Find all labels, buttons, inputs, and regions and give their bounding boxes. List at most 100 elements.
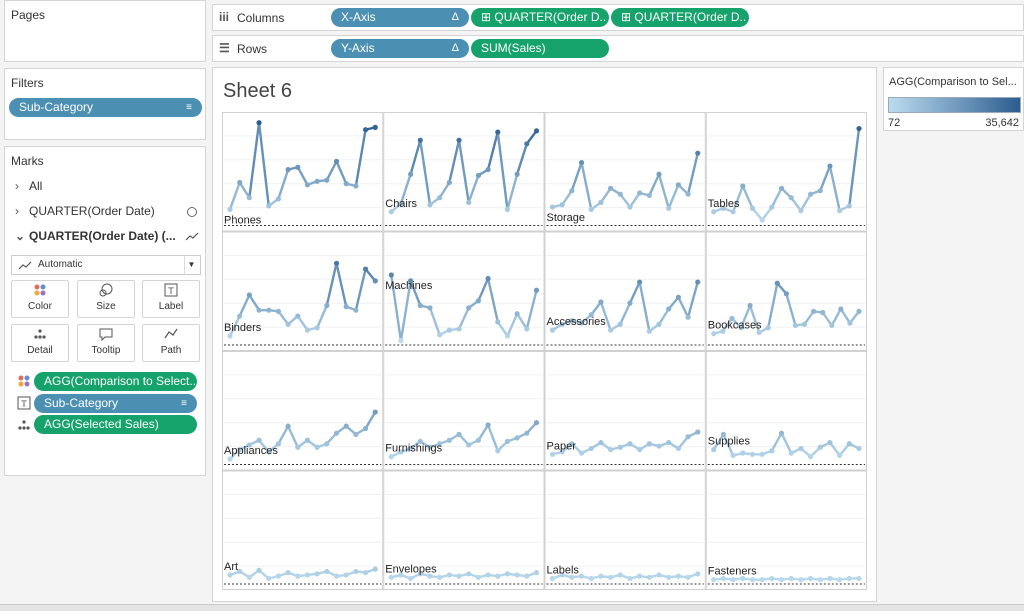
data-point[interactable] (759, 217, 765, 223)
data-point[interactable] (617, 191, 623, 197)
data-point[interactable] (788, 575, 794, 582)
data-point[interactable] (475, 172, 481, 179)
data-point[interactable] (756, 329, 762, 336)
data-point[interactable] (495, 319, 501, 325)
sheet-tabs-bar[interactable] (0, 604, 1024, 611)
data-point[interactable] (637, 573, 643, 579)
data-point[interactable] (711, 209, 717, 215)
data-point[interactable] (362, 570, 369, 576)
data-point[interactable] (495, 129, 501, 135)
data-point[interactable] (608, 574, 614, 580)
data-point[interactable] (237, 568, 243, 575)
marks-row-all[interactable]: › All (15, 179, 42, 193)
data-point[interactable] (637, 279, 643, 285)
data-point[interactable] (559, 572, 565, 578)
data-point[interactable] (740, 575, 746, 582)
data-point[interactable] (353, 307, 359, 313)
data-point[interactable] (617, 444, 623, 450)
data-point[interactable] (685, 314, 691, 320)
data-point[interactable] (856, 125, 862, 132)
data-point[interactable] (588, 312, 594, 318)
data-point[interactable] (372, 409, 378, 415)
data-point[interactable] (856, 308, 862, 314)
data-point[interactable] (466, 442, 472, 448)
data-point[interactable] (398, 449, 404, 455)
data-point[interactable] (475, 437, 481, 443)
data-point[interactable] (514, 572, 520, 578)
data-point[interactable] (343, 181, 349, 187)
data-point[interactable] (304, 572, 311, 578)
data-point[interactable] (749, 577, 756, 583)
data-point[interactable] (285, 423, 291, 429)
data-point[interactable] (304, 182, 311, 188)
data-point[interactable] (588, 575, 594, 582)
data-point[interactable] (227, 572, 233, 578)
data-point[interactable] (408, 278, 414, 284)
data-point[interactable] (466, 305, 472, 311)
data-point[interactable] (827, 575, 833, 582)
data-point[interactable] (372, 278, 378, 284)
data-point[interactable] (675, 294, 681, 300)
data-point[interactable] (588, 445, 594, 452)
data-point[interactable] (427, 444, 433, 450)
filter-pill-sub-category[interactable]: Sub-Category ≡ (9, 98, 202, 117)
data-point[interactable] (738, 325, 744, 331)
data-point[interactable] (730, 209, 736, 215)
data-point[interactable] (792, 322, 799, 329)
data-point[interactable] (524, 573, 530, 579)
data-point[interactable] (646, 192, 652, 198)
data-point[interactable] (343, 304, 349, 310)
data-point[interactable] (256, 307, 262, 313)
data-point[interactable] (778, 577, 785, 583)
data-point[interactable] (398, 338, 404, 344)
data-point[interactable] (656, 321, 662, 327)
data-point[interactable] (533, 420, 540, 426)
data-point[interactable] (362, 425, 369, 432)
data-point[interactable] (559, 449, 565, 455)
data-point[interactable] (711, 447, 717, 453)
data-point[interactable] (720, 205, 727, 211)
path-button[interactable]: Path (142, 324, 200, 362)
data-point[interactable] (314, 444, 320, 450)
data-point[interactable] (549, 451, 556, 457)
data-point[interactable] (227, 206, 233, 213)
data-point[interactable] (807, 191, 814, 197)
data-point[interactable] (256, 567, 262, 573)
data-point[interactable] (666, 306, 672, 312)
data-point[interactable] (495, 448, 501, 454)
data-point[interactable] (817, 577, 823, 583)
data-point[interactable] (237, 447, 243, 453)
data-point[interactable] (227, 456, 233, 462)
data-point[interactable] (485, 166, 491, 173)
data-point[interactable] (446, 327, 452, 333)
data-point[interactable] (820, 309, 826, 316)
data-point[interactable] (685, 434, 691, 440)
data-point[interactable] (485, 422, 491, 428)
data-point[interactable] (427, 573, 433, 579)
data-point[interactable] (646, 574, 652, 580)
data-point[interactable] (720, 328, 726, 334)
data-point[interactable] (788, 195, 794, 201)
data-point[interactable] (627, 204, 633, 210)
data-point[interactable] (720, 575, 727, 582)
marks-pill-comparison[interactable]: AGG(Comparison to Select.. (34, 372, 197, 391)
data-point[interactable] (811, 308, 817, 314)
data-point[interactable] (578, 573, 585, 579)
data-point[interactable] (475, 298, 481, 304)
data-point[interactable] (295, 313, 301, 319)
data-point[interactable] (285, 166, 291, 173)
data-point[interactable] (617, 572, 623, 578)
data-point[interactable] (285, 321, 291, 327)
data-point[interactable] (549, 204, 556, 210)
marks-pill-selected-sales[interactable]: AGG(Selected Sales) (34, 415, 197, 434)
data-point[interactable] (695, 429, 701, 435)
data-point[interactable] (246, 195, 252, 201)
data-point[interactable] (769, 448, 775, 454)
data-point[interactable] (846, 203, 852, 209)
data-point[interactable] (798, 577, 804, 583)
data-point[interactable] (578, 320, 585, 326)
data-point[interactable] (765, 325, 771, 331)
data-point[interactable] (372, 124, 378, 130)
data-point[interactable] (237, 313, 243, 319)
data-point[interactable] (774, 280, 780, 286)
